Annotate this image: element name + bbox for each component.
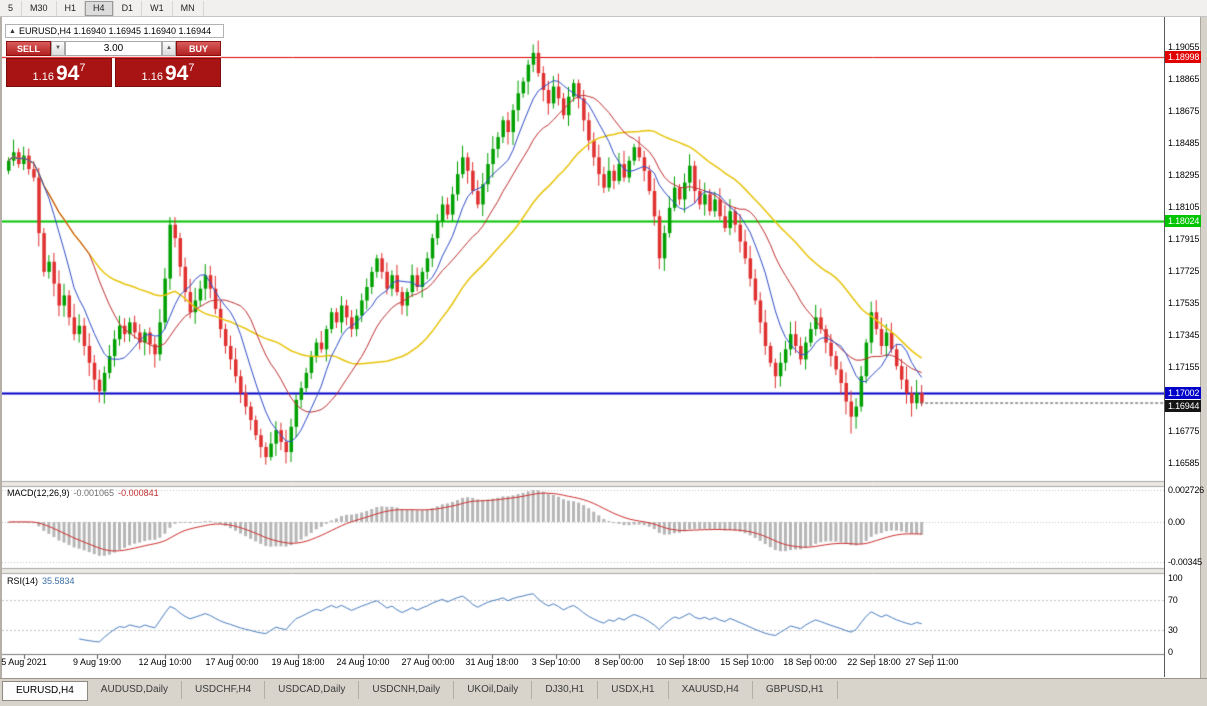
time-axis-label: 27 Aug 00:00: [401, 657, 455, 667]
price-axis-label: 1.18485: [1168, 138, 1200, 148]
collapse-panel-icon[interactable]: ▲: [9, 27, 16, 35]
symbol-ohlc-text: EURUSD,H4 1.16940 1.16945 1.16940 1.1694…: [18, 25, 212, 36]
one-click-prices: 1.16 94 7 1.16 94 7: [6, 58, 221, 87]
price-axis-label: 1.17155: [1168, 362, 1200, 372]
chart-tab-eurusd-h4[interactable]: EURUSD,H4: [2, 681, 88, 701]
price-axis-label: 1.18105: [1168, 202, 1200, 212]
rsi-axis-label: 100: [1168, 573, 1183, 583]
buy-price-panel[interactable]: 1.16 94 7: [115, 58, 221, 87]
time-axis-label: 10 Sep 18:00: [656, 657, 710, 667]
price-axis-label: 1.17915: [1168, 234, 1200, 244]
one-click-controls: SELL ▼ 3.00 ▲ BUY: [6, 41, 221, 56]
sell-price-sup: 7: [79, 62, 86, 74]
time-axis-label: 9 Aug 19:00: [72, 657, 122, 667]
chart-tab-bar: EURUSD,H4 AUDUSD,Daily USDCHF,H4 USDCAD,Dai…: [0, 678, 1207, 706]
chart-tab-audusd-daily[interactable]: AUDUSD,Daily: [88, 681, 183, 699]
time-axis-label: 31 Aug 18:00: [465, 657, 519, 667]
time-axis-label: 24 Aug 10:00: [336, 657, 390, 667]
timeframe-button-h1[interactable]: H1: [57, 0, 86, 16]
buy-button[interactable]: BUY: [176, 41, 221, 56]
price-axis-label: 1.18865: [1168, 74, 1200, 84]
price-axis-label: 1.18295: [1168, 170, 1200, 180]
rsi-axis-label: 70: [1168, 595, 1178, 606]
rsi-axis-label: 0: [1168, 647, 1173, 657]
price-axis-label: 1.17535: [1168, 298, 1200, 308]
price-axis-label: 1.16775: [1168, 426, 1200, 436]
timeframe-button-m30[interactable]: M30: [22, 0, 57, 16]
price-tag: 1.17002: [1165, 386, 1201, 399]
sell-button[interactable]: SELL: [6, 41, 51, 56]
timeframe-button-mn[interactable]: MN: [173, 0, 204, 16]
chart-tab-usdcnh-daily[interactable]: USDCNH,Daily: [359, 681, 455, 699]
chart-tab-usdchf-h4[interactable]: USDCHF,H4: [182, 681, 266, 699]
time-axis-label: 27 Sep 11:00: [905, 657, 959, 667]
chart-tab-ukoil-daily[interactable]: UKOil,Daily: [454, 681, 533, 699]
chart-tab-gbpusd-h1[interactable]: GBPUSD,H1: [753, 681, 838, 699]
sell-price-panel[interactable]: 1.16 94 7: [6, 58, 112, 87]
time-axis-label: 8 Sep 00:00: [594, 657, 644, 667]
price-axis: 1.19055 1.18865 1.18675 1.18485 1.18295 1.181…: [1164, 17, 1204, 677]
chart-tab-usdx-h1[interactable]: USDX,H1: [598, 681, 669, 699]
time-axis-label: 22 Sep 18:00: [847, 657, 901, 667]
one-click-trading-panel: SELL ▼ 3.00 ▲ BUY 1.16 94 7 1.16 94 7: [6, 41, 221, 87]
lot-size-input[interactable]: 3.00: [65, 41, 162, 56]
chart-tab-xauusd-h4[interactable]: XAUUSD,H4: [669, 681, 753, 699]
buy-price-sup: 7: [188, 62, 195, 74]
price-tag: 1.16944: [1165, 399, 1201, 412]
macd-main-value: -0.001065: [73, 488, 115, 498]
time-axis-label: 5 Aug 2021: [1, 657, 47, 667]
time-axis-label: 15 Sep 10:00: [720, 657, 774, 667]
macd-axis-label: 0.002726: [1168, 485, 1204, 495]
chart-canvas[interactable]: [2, 17, 1164, 677]
macd-signal-value: -0.000841: [118, 488, 159, 498]
time-axis-label: 18 Sep 00:00: [783, 657, 837, 667]
price-axis-label: 1.17345: [1168, 330, 1200, 340]
window-left-edge: [0, 17, 2, 678]
rsi-axis-label: 30: [1168, 624, 1178, 635]
sell-price-big: 94: [55, 62, 80, 85]
timeframe-button-h4[interactable]: H4: [85, 0, 114, 16]
time-axis-label: 3 Sep 10:00: [531, 657, 581, 667]
price-axis-label: 1.17725: [1168, 266, 1200, 276]
chart-tab-dj30-h1[interactable]: DJ30,H1: [532, 681, 599, 699]
timeframe-button-5[interactable]: 5: [0, 0, 23, 16]
symbol-ohlc-header: ▲ EURUSD,H4 1.16940 1.16945 1.16940 1.16…: [5, 24, 224, 38]
rsi-value: 35.5834: [42, 576, 75, 586]
sell-price-prefix: 1.16: [32, 71, 54, 83]
lot-decrease-button[interactable]: ▼: [51, 41, 65, 56]
price-axis-label: 1.18675: [1168, 106, 1200, 116]
price-axis-label: 1.16585: [1168, 458, 1200, 468]
macd-axis-label: -0.00345: [1168, 557, 1202, 567]
timeframe-button-d1[interactable]: D1: [114, 0, 143, 16]
rsi-name: RSI(14): [7, 576, 39, 586]
chart-tab-usdcad-daily[interactable]: USDCAD,Daily: [265, 681, 360, 699]
time-axis-label: 17 Aug 00:00: [205, 657, 259, 667]
time-axis-label: 19 Aug 18:00: [271, 657, 325, 667]
buy-price-prefix: 1.16: [141, 71, 163, 83]
timeframe-toolbar: 5 M30 H1 H4 D1 W1 MN: [0, 0, 1207, 17]
macd-header: MACD(12,26,9) -0.001065 -0.000841: [7, 488, 159, 498]
price-tag: 1.18024: [1165, 214, 1201, 227]
rsi-header: RSI(14) 35.5834: [7, 576, 75, 586]
time-axis-label: 12 Aug 10:00: [138, 657, 192, 667]
buy-price-big: 94: [164, 62, 189, 85]
window-right-edge: [1200, 17, 1207, 678]
macd-axis-label: 0.00: [1168, 517, 1185, 527]
macd-name: MACD(12,26,9): [7, 488, 70, 498]
lot-increase-button[interactable]: ▲: [162, 41, 176, 56]
price-tag: 1.18998: [1165, 50, 1201, 63]
price-axis-label: 1.19055: [1168, 42, 1200, 52]
timeframe-button-w1[interactable]: W1: [142, 0, 173, 16]
